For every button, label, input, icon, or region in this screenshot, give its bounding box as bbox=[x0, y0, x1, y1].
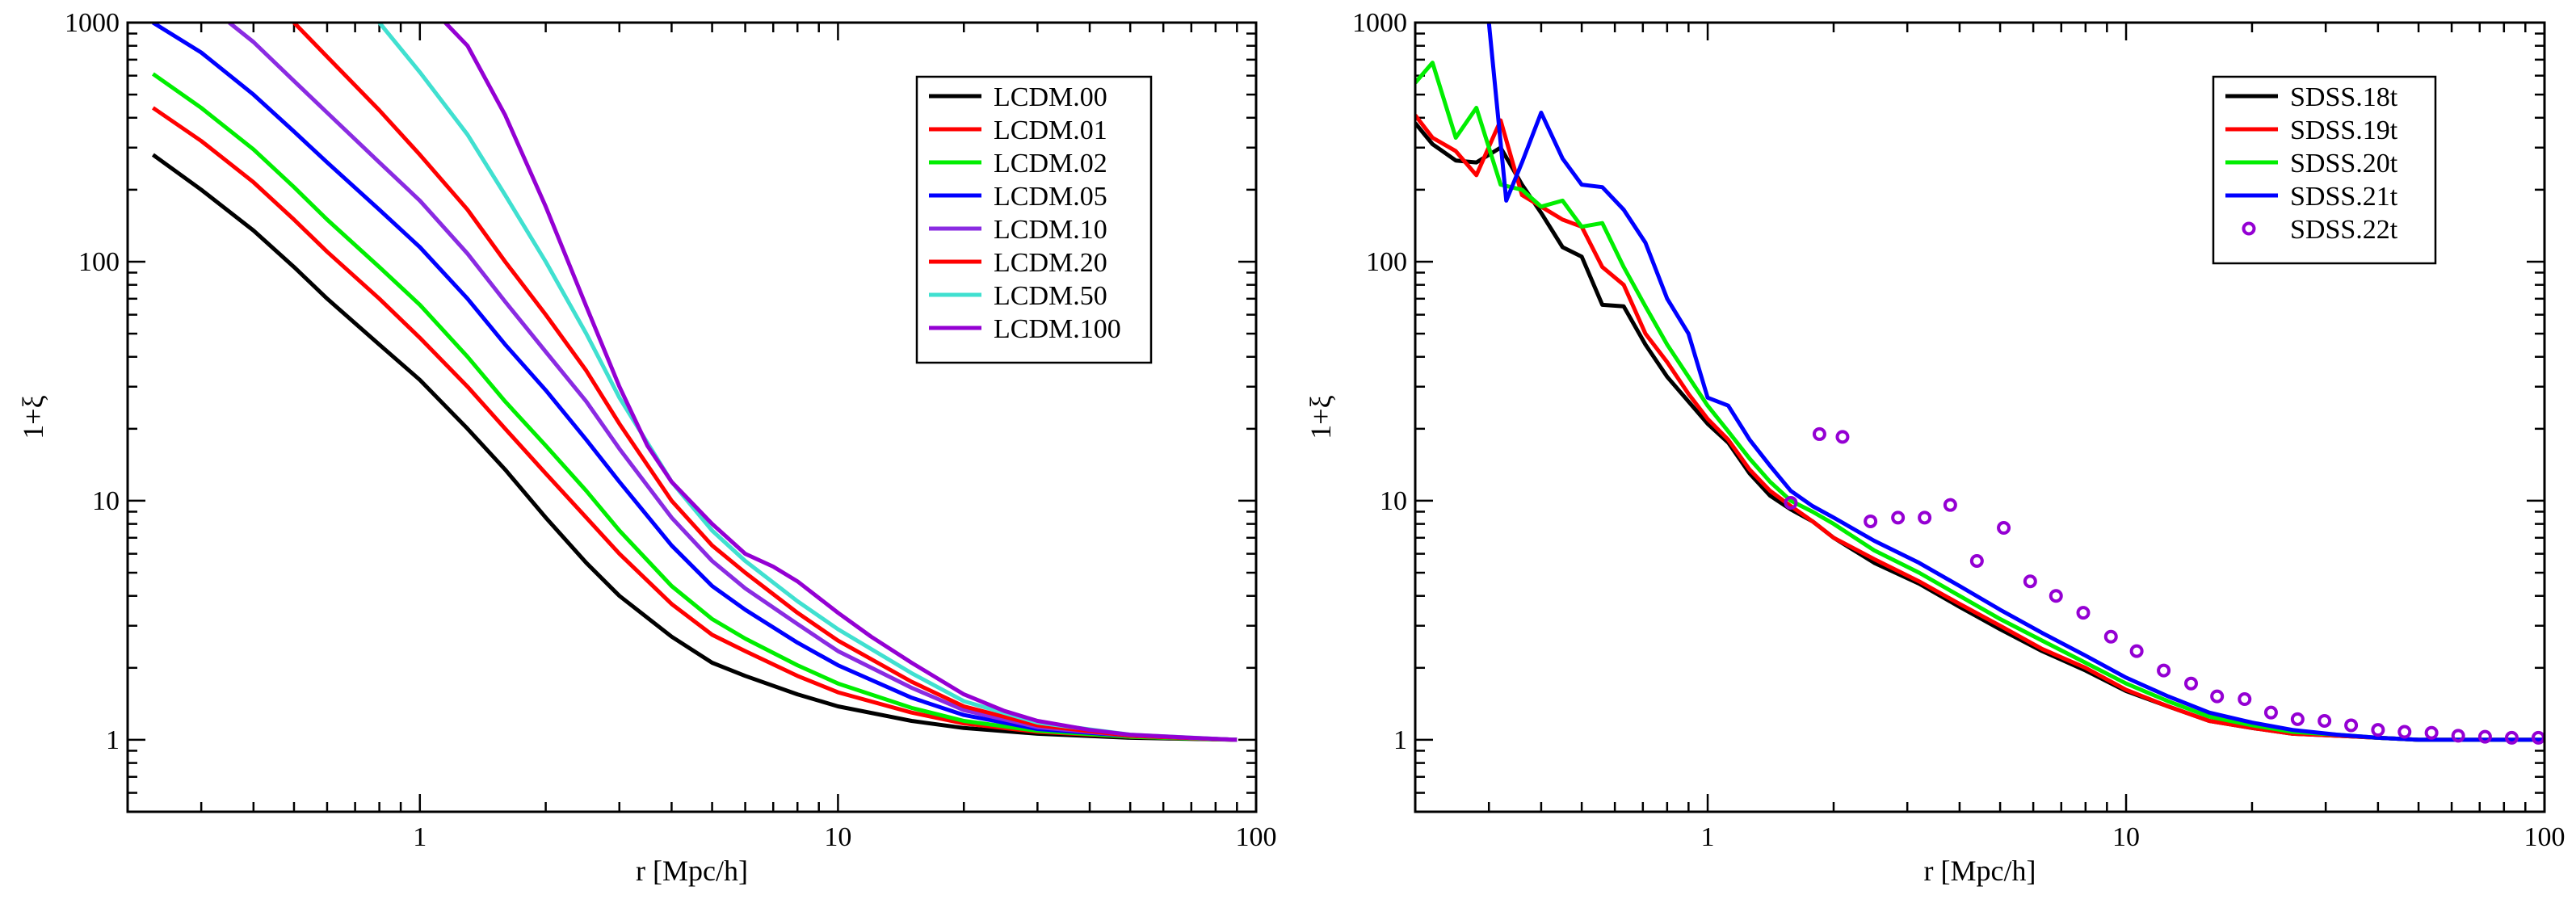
y-tick-label: 1 bbox=[106, 725, 120, 755]
data-point bbox=[2397, 725, 2412, 739]
legend-label: SDSS.18t bbox=[2290, 82, 2398, 112]
legend-label: LCDM.100 bbox=[994, 314, 1121, 344]
data-point bbox=[1918, 510, 1932, 525]
data-point bbox=[2238, 692, 2252, 707]
data-point bbox=[2023, 574, 2037, 589]
data-point bbox=[2344, 718, 2359, 733]
y-axis-label: 1+ξ bbox=[17, 395, 49, 439]
data-point bbox=[1812, 426, 1826, 441]
data-point bbox=[2424, 725, 2439, 740]
legend-box bbox=[915, 75, 1153, 364]
y-tick-label: 100 bbox=[1366, 247, 1407, 277]
legend-label: SDSS.21t bbox=[2290, 182, 2398, 212]
legend: LCDM.00LCDM.01LCDM.02LCDM.05LCDM.10LCDM.… bbox=[915, 75, 1153, 364]
series-line-LCDM.10 bbox=[228, 23, 1238, 742]
x-tick-label: 1 bbox=[413, 822, 427, 852]
legend-label: LCDM.05 bbox=[994, 182, 1107, 212]
data-point bbox=[2183, 676, 2198, 691]
legend-label: LCDM.50 bbox=[994, 281, 1107, 311]
data-point bbox=[2451, 729, 2465, 743]
legend-label: SDSS.22t bbox=[2290, 215, 2398, 245]
data-point bbox=[2504, 730, 2519, 745]
chart-panel-1: 1 10 100 1 10 100 1000 r [Mpc/h] 1+ξ LCDM.00 LCDM.… bbox=[17, 8, 1277, 887]
legend-label: LCDM.02 bbox=[994, 149, 1107, 179]
y-tick-label: 10 bbox=[92, 486, 120, 516]
data-point bbox=[2157, 663, 2171, 678]
plot-frame bbox=[126, 21, 1258, 813]
legend-label: SDSS.19t bbox=[2290, 116, 2398, 145]
legend-label: LCDM.01 bbox=[994, 116, 1107, 145]
series-line-LCDM.05 bbox=[152, 23, 1238, 742]
data-point bbox=[2477, 729, 2492, 744]
series-line-LCDM.01 bbox=[151, 106, 1238, 742]
data-point bbox=[1943, 498, 1957, 512]
legend-label: LCDM.10 bbox=[994, 215, 1107, 245]
data-point bbox=[1784, 496, 1798, 510]
data-point bbox=[2263, 705, 2278, 720]
series-line-SDSS.19t bbox=[1415, 114, 2544, 742]
legend-marker bbox=[2242, 221, 2256, 236]
x-axis-label: r [Mpc/h] bbox=[636, 855, 748, 887]
series-line-LCDM.02 bbox=[151, 72, 1238, 742]
series-SDSS.22t bbox=[1784, 426, 2544, 745]
y-tick-label: 1 bbox=[1393, 725, 1407, 755]
series-line-LCDM.20 bbox=[292, 23, 1238, 742]
x-axis-label: r [Mpc/h] bbox=[1924, 855, 2036, 887]
series-line-SDSS.21t bbox=[1486, 23, 2544, 742]
data-point bbox=[1835, 430, 1850, 444]
data-point bbox=[2210, 689, 2225, 704]
data-point bbox=[1891, 510, 1906, 525]
series-line-LCDM.100 bbox=[443, 23, 1238, 742]
data-point bbox=[2531, 730, 2544, 745]
legend-label: SDSS.20t bbox=[2290, 149, 2398, 179]
x-tick-label: 100 bbox=[2524, 822, 2565, 852]
x-tick-label: 10 bbox=[2112, 822, 2140, 852]
plot-frame bbox=[1414, 21, 2546, 813]
data-point bbox=[1997, 521, 2011, 536]
legend-label: LCDM.20 bbox=[994, 248, 1107, 278]
data-point bbox=[2318, 713, 2332, 728]
plot-area bbox=[1415, 23, 2544, 745]
x-tick-label: 10 bbox=[824, 822, 851, 852]
data-point bbox=[2103, 629, 2118, 644]
data-point bbox=[1864, 514, 1878, 528]
y-axis-label: 1+ξ bbox=[1305, 395, 1337, 439]
data-point bbox=[1969, 553, 1984, 568]
data-point bbox=[2076, 606, 2091, 620]
x-tick-label: 1 bbox=[1701, 822, 1715, 852]
data-point bbox=[2049, 589, 2063, 603]
series-line-LCDM.00 bbox=[151, 153, 1238, 742]
y-tick-label: 100 bbox=[78, 247, 120, 277]
y-tick-label: 1000 bbox=[65, 8, 120, 38]
y-tick-label: 10 bbox=[1380, 486, 1407, 516]
plot-area bbox=[151, 23, 1238, 742]
y-tick-label: 1000 bbox=[1352, 8, 1407, 38]
x-tick-label: 100 bbox=[1236, 822, 1277, 852]
legend-label: LCDM.00 bbox=[994, 82, 1107, 112]
data-point bbox=[2129, 644, 2144, 658]
data-point bbox=[2290, 712, 2305, 726]
data-point bbox=[2371, 723, 2385, 737]
series-line-LCDM.50 bbox=[377, 23, 1238, 742]
